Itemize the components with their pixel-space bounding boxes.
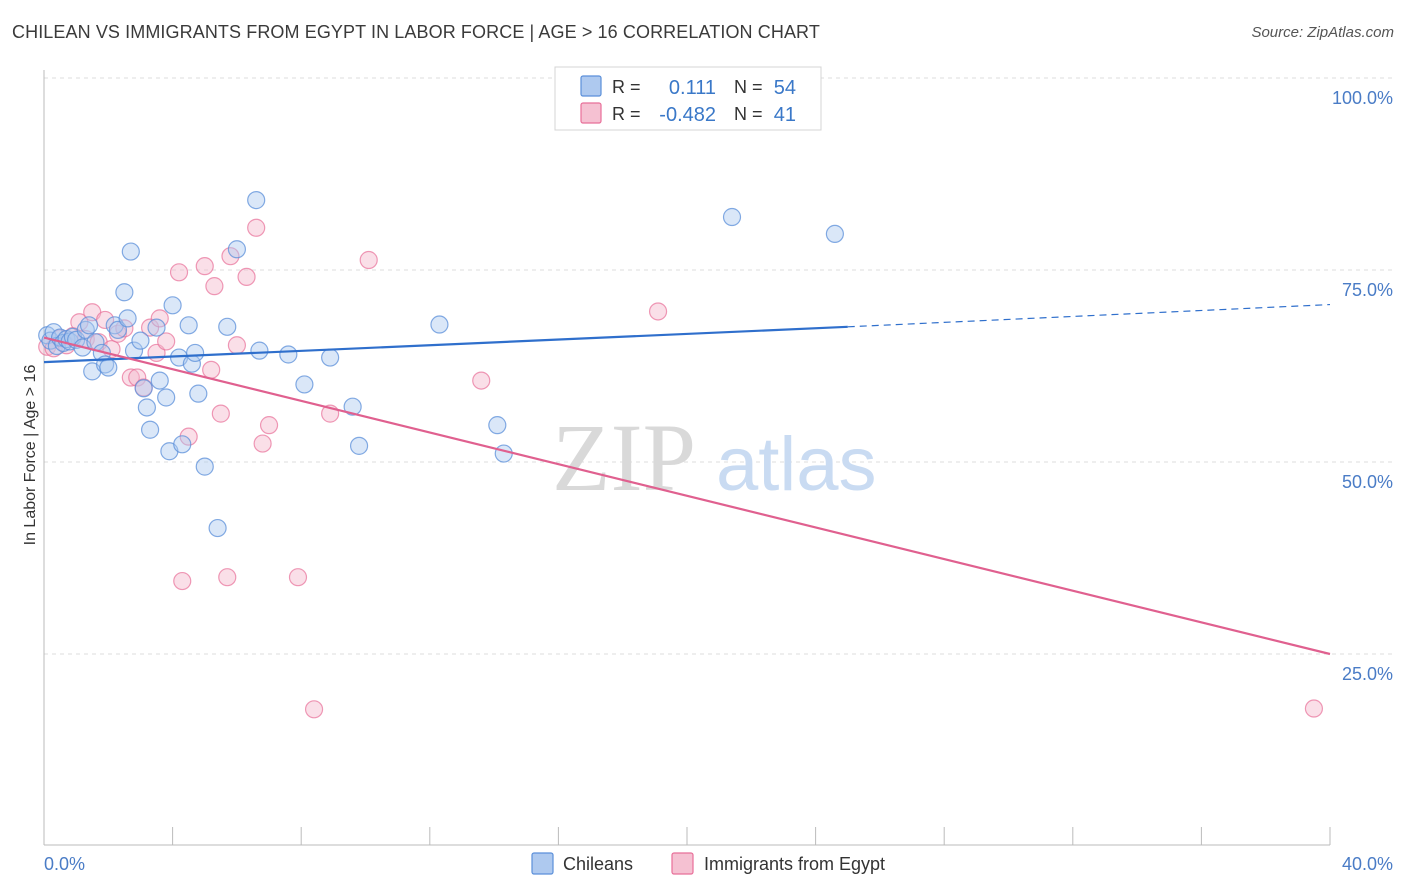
data-point-chileans (279, 345, 298, 364)
axes (43, 70, 1331, 846)
y-tick-label: 100.0% (1332, 88, 1393, 108)
data-point-chileans (247, 191, 266, 210)
data-point-chileans (118, 309, 137, 328)
trend-lines (43, 303, 1331, 656)
data-point-chileans (430, 315, 449, 334)
data-point-egypt (169, 263, 189, 282)
data-point-egypt (259, 416, 279, 435)
legend-r-value-1: 0.111 (669, 77, 716, 99)
source-label: Source: ZipAtlas.com (1251, 24, 1394, 41)
data-point-egypt (140, 318, 160, 337)
x-tick-label: 0.0% (44, 854, 85, 874)
data-point-chileans (163, 296, 182, 315)
data-point-chileans (208, 518, 227, 538)
data-point-chileans (150, 371, 169, 390)
data-point-chileans (140, 420, 160, 439)
data-point-egypt (157, 332, 176, 351)
data-point-chileans (179, 316, 198, 335)
data-point-chileans (343, 397, 362, 416)
data-point-chileans (115, 283, 134, 302)
data-point-egypt (253, 434, 272, 453)
legend-swatch-blue (580, 75, 602, 97)
data-point-egypt (205, 277, 224, 296)
data-point-chileans (137, 398, 156, 417)
series-legend: Chileans Immigrants from Egypt (531, 852, 885, 875)
data-point-chileans (147, 318, 166, 337)
data-point-chileans (295, 375, 314, 394)
data-point-chileans (131, 331, 150, 350)
series-legend-swatch-chileans (531, 852, 554, 875)
data-point-egypt (288, 568, 308, 587)
data-point-chileans (227, 240, 246, 259)
legend-n-label-2: N = (734, 104, 763, 124)
data-point-egypt (221, 247, 240, 266)
data-point-egypt (202, 360, 221, 379)
data-point-egypt (211, 404, 230, 423)
data-point-egypt (304, 700, 324, 719)
data-point-egypt (218, 568, 237, 587)
chart-title: CHILEAN VS IMMIGRANTS FROM EGYPT IN LABO… (12, 22, 820, 42)
correlation-legend: R = 0.111 N = 54 R = -0.482 N = 41 (554, 66, 822, 131)
y-axis-label: In Labor Force | Age > 16 (22, 365, 39, 546)
data-point-egypt (121, 368, 140, 387)
data-point-chileans (121, 242, 140, 261)
watermark-zip: ZIP (552, 404, 696, 511)
data-point-egypt (95, 310, 115, 330)
series-legend-label-egypt: Immigrants from Egypt (704, 854, 885, 874)
series-legend-label-chileans: Chileans (563, 854, 633, 874)
trend-line-egypt (43, 336, 1331, 656)
trend-line-chileans-extension (847, 303, 1331, 328)
watermark: ZIP atlas (552, 404, 877, 511)
legend-r-label-2: R = (612, 104, 641, 124)
tick-labels: 25.0% 50.0% 75.0% 100.0% 0.0% 40.0% (44, 88, 1393, 874)
grid-lines (44, 77, 1392, 655)
data-point-chileans (722, 207, 742, 227)
data-point-chileans (195, 457, 214, 476)
data-point-chileans (349, 436, 369, 455)
trend-line-chileans (43, 325, 848, 364)
data-point-egypt (237, 267, 256, 287)
y-tick-label: 25.0% (1342, 664, 1393, 684)
data-point-egypt (472, 371, 491, 390)
y-tick-label: 50.0% (1342, 472, 1393, 492)
data-point-egypt (247, 218, 266, 237)
data-point-chileans (157, 388, 176, 407)
x-tick-label: 40.0% (1342, 854, 1393, 874)
data-point-egypt (173, 571, 192, 591)
data-point-chileans (79, 316, 99, 335)
legend-swatch-pink (580, 102, 602, 124)
data-point-egypt (195, 257, 214, 276)
watermark-atlas: atlas (716, 422, 877, 507)
legend-n-value-2: 41 (774, 104, 796, 126)
legend-n-label-1: N = (734, 77, 763, 97)
data-point-chileans (321, 348, 340, 367)
data-point-chileans (825, 224, 844, 244)
series-legend-swatch-egypt (671, 852, 694, 875)
data-point-chileans (488, 416, 507, 435)
data-point-egypt (227, 336, 246, 355)
legend-r-value-2: -0.482 (659, 104, 716, 126)
data-point-chileans (250, 341, 269, 360)
data-point-egypt (648, 302, 668, 321)
data-point-egypt (128, 368, 147, 387)
data-point-chileans (173, 435, 192, 454)
data-point-egypt (359, 250, 378, 270)
data-point-chileans (134, 379, 153, 398)
data-point-chileans (218, 317, 237, 336)
legend-n-value-1: 54 (774, 77, 796, 99)
data-point-chileans (186, 343, 205, 363)
data-point-chileans (189, 384, 208, 403)
data-point-egypt (1304, 699, 1324, 718)
data-point-chileans (99, 358, 118, 377)
y-tick-label: 75.0% (1342, 280, 1393, 300)
data-point-chileans (494, 444, 513, 463)
legend-r-label-1: R = (612, 77, 641, 97)
